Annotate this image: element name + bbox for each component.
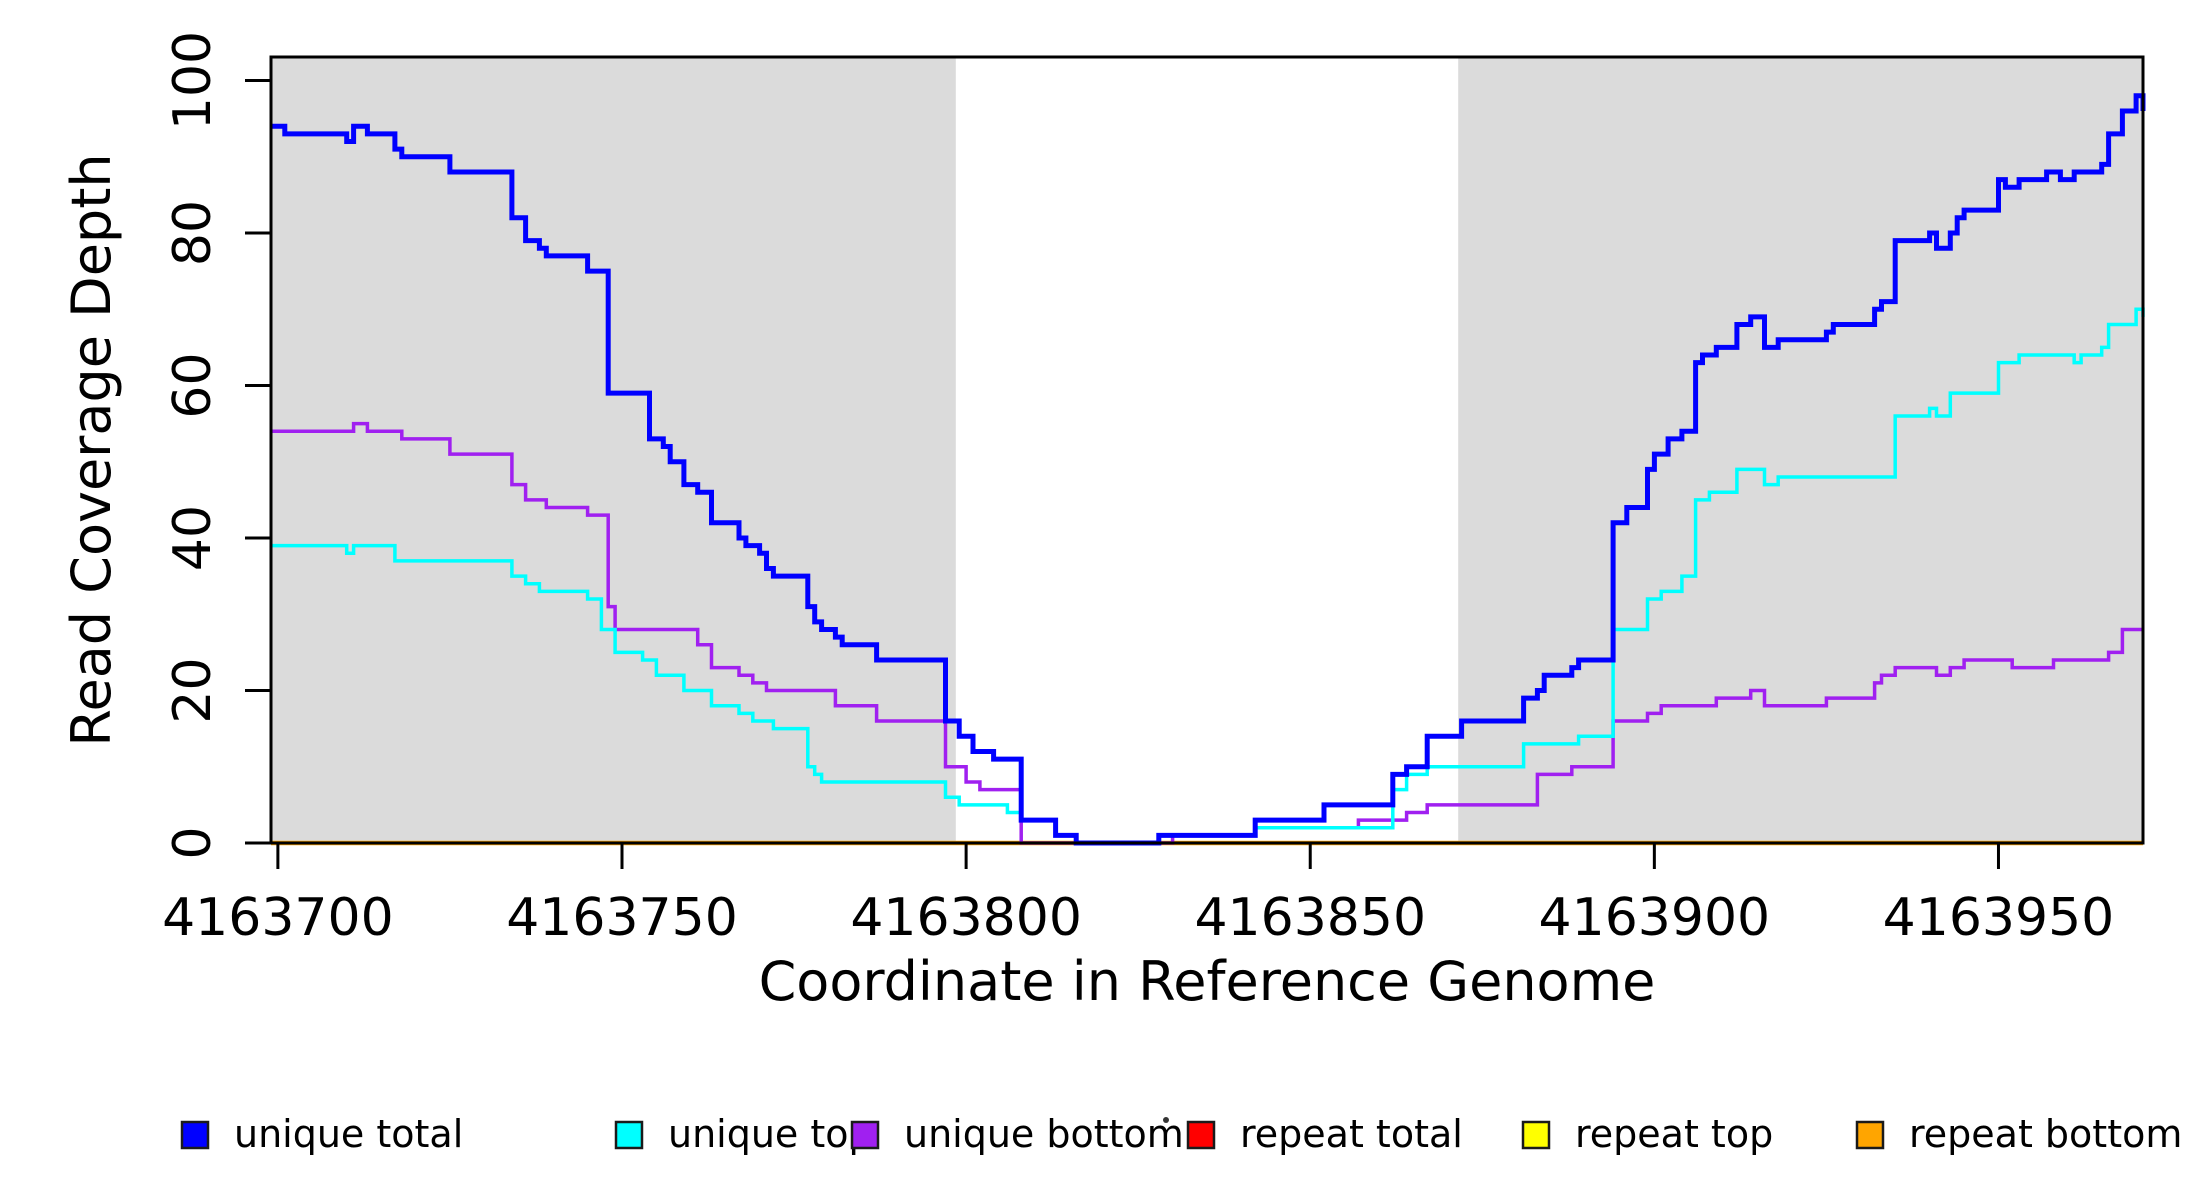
x-tick-label-4163900: 4163900 [1539,888,1771,948]
legend-item-repeat-total: repeat total [1186,1112,1463,1156]
legend: unique total unique top unique bottom repea… [180,1112,2182,1156]
legend-label-repeat-bottom: repeat bottom [1909,1112,2182,1156]
plot-border [269,55,2145,845]
legend-label-unique-bottom: unique bottom [904,1112,1184,1156]
repeat-bottom-swatch-icon [1855,1120,1885,1150]
repeat-total-swatch-icon [1186,1120,1216,1150]
shaded-region-2 [1458,57,2143,843]
x-tick-label-4163750: 4163750 [506,888,738,948]
y-tick-label-40: 40 [163,505,223,571]
series-unique-total [271,93,2146,846]
y-tick-label-20: 20 [163,657,223,723]
legend-label-repeat-total: repeat total [1240,1112,1463,1156]
axes: 4163700 4163750 4163800 4163850 4163900 41639… [162,31,2114,948]
unique-total-swatch-icon [180,1120,210,1150]
x-tick-label-4163850: 4163850 [1194,888,1426,948]
legend-item-repeat-bottom: repeat bottom [1855,1112,2182,1156]
unique-bottom-swatch-icon [850,1120,880,1150]
y-tick-label-0: 0 [163,826,223,859]
y-tick-label-80: 80 [163,200,223,266]
legend-label-unique-total: unique total [234,1112,463,1156]
y-axis-title: Read Coverage Depth [60,153,123,746]
y-tick-label-100: 100 [163,31,223,130]
unique-top-swatch-icon [614,1120,644,1150]
legend-label-unique-top: unique top [668,1112,873,1156]
stray-mark-icon [1163,1117,1169,1123]
x-tick-label-4163700: 4163700 [162,888,394,948]
legend-item-unique-bottom: unique bottom [850,1112,1184,1156]
legend-item-unique-top: unique top [614,1112,873,1156]
legend-label-repeat-top: repeat top [1575,1112,1773,1156]
plot-box [269,55,2145,845]
shaded-region-1 [271,57,956,843]
x-axis-title: Coordinate in Reference Genome [759,950,1656,1013]
legend-item-repeat-top: repeat top [1521,1112,1773,1156]
y-tick-label-60: 60 [163,352,223,418]
x-tick-label-4163800: 4163800 [850,888,1082,948]
repeat-top-swatch-icon [1521,1120,1551,1150]
legend-item-unique-total: unique total [180,1112,463,1156]
x-tick-label-4163950: 4163950 [1883,888,2115,948]
shaded-regions [271,57,2143,843]
